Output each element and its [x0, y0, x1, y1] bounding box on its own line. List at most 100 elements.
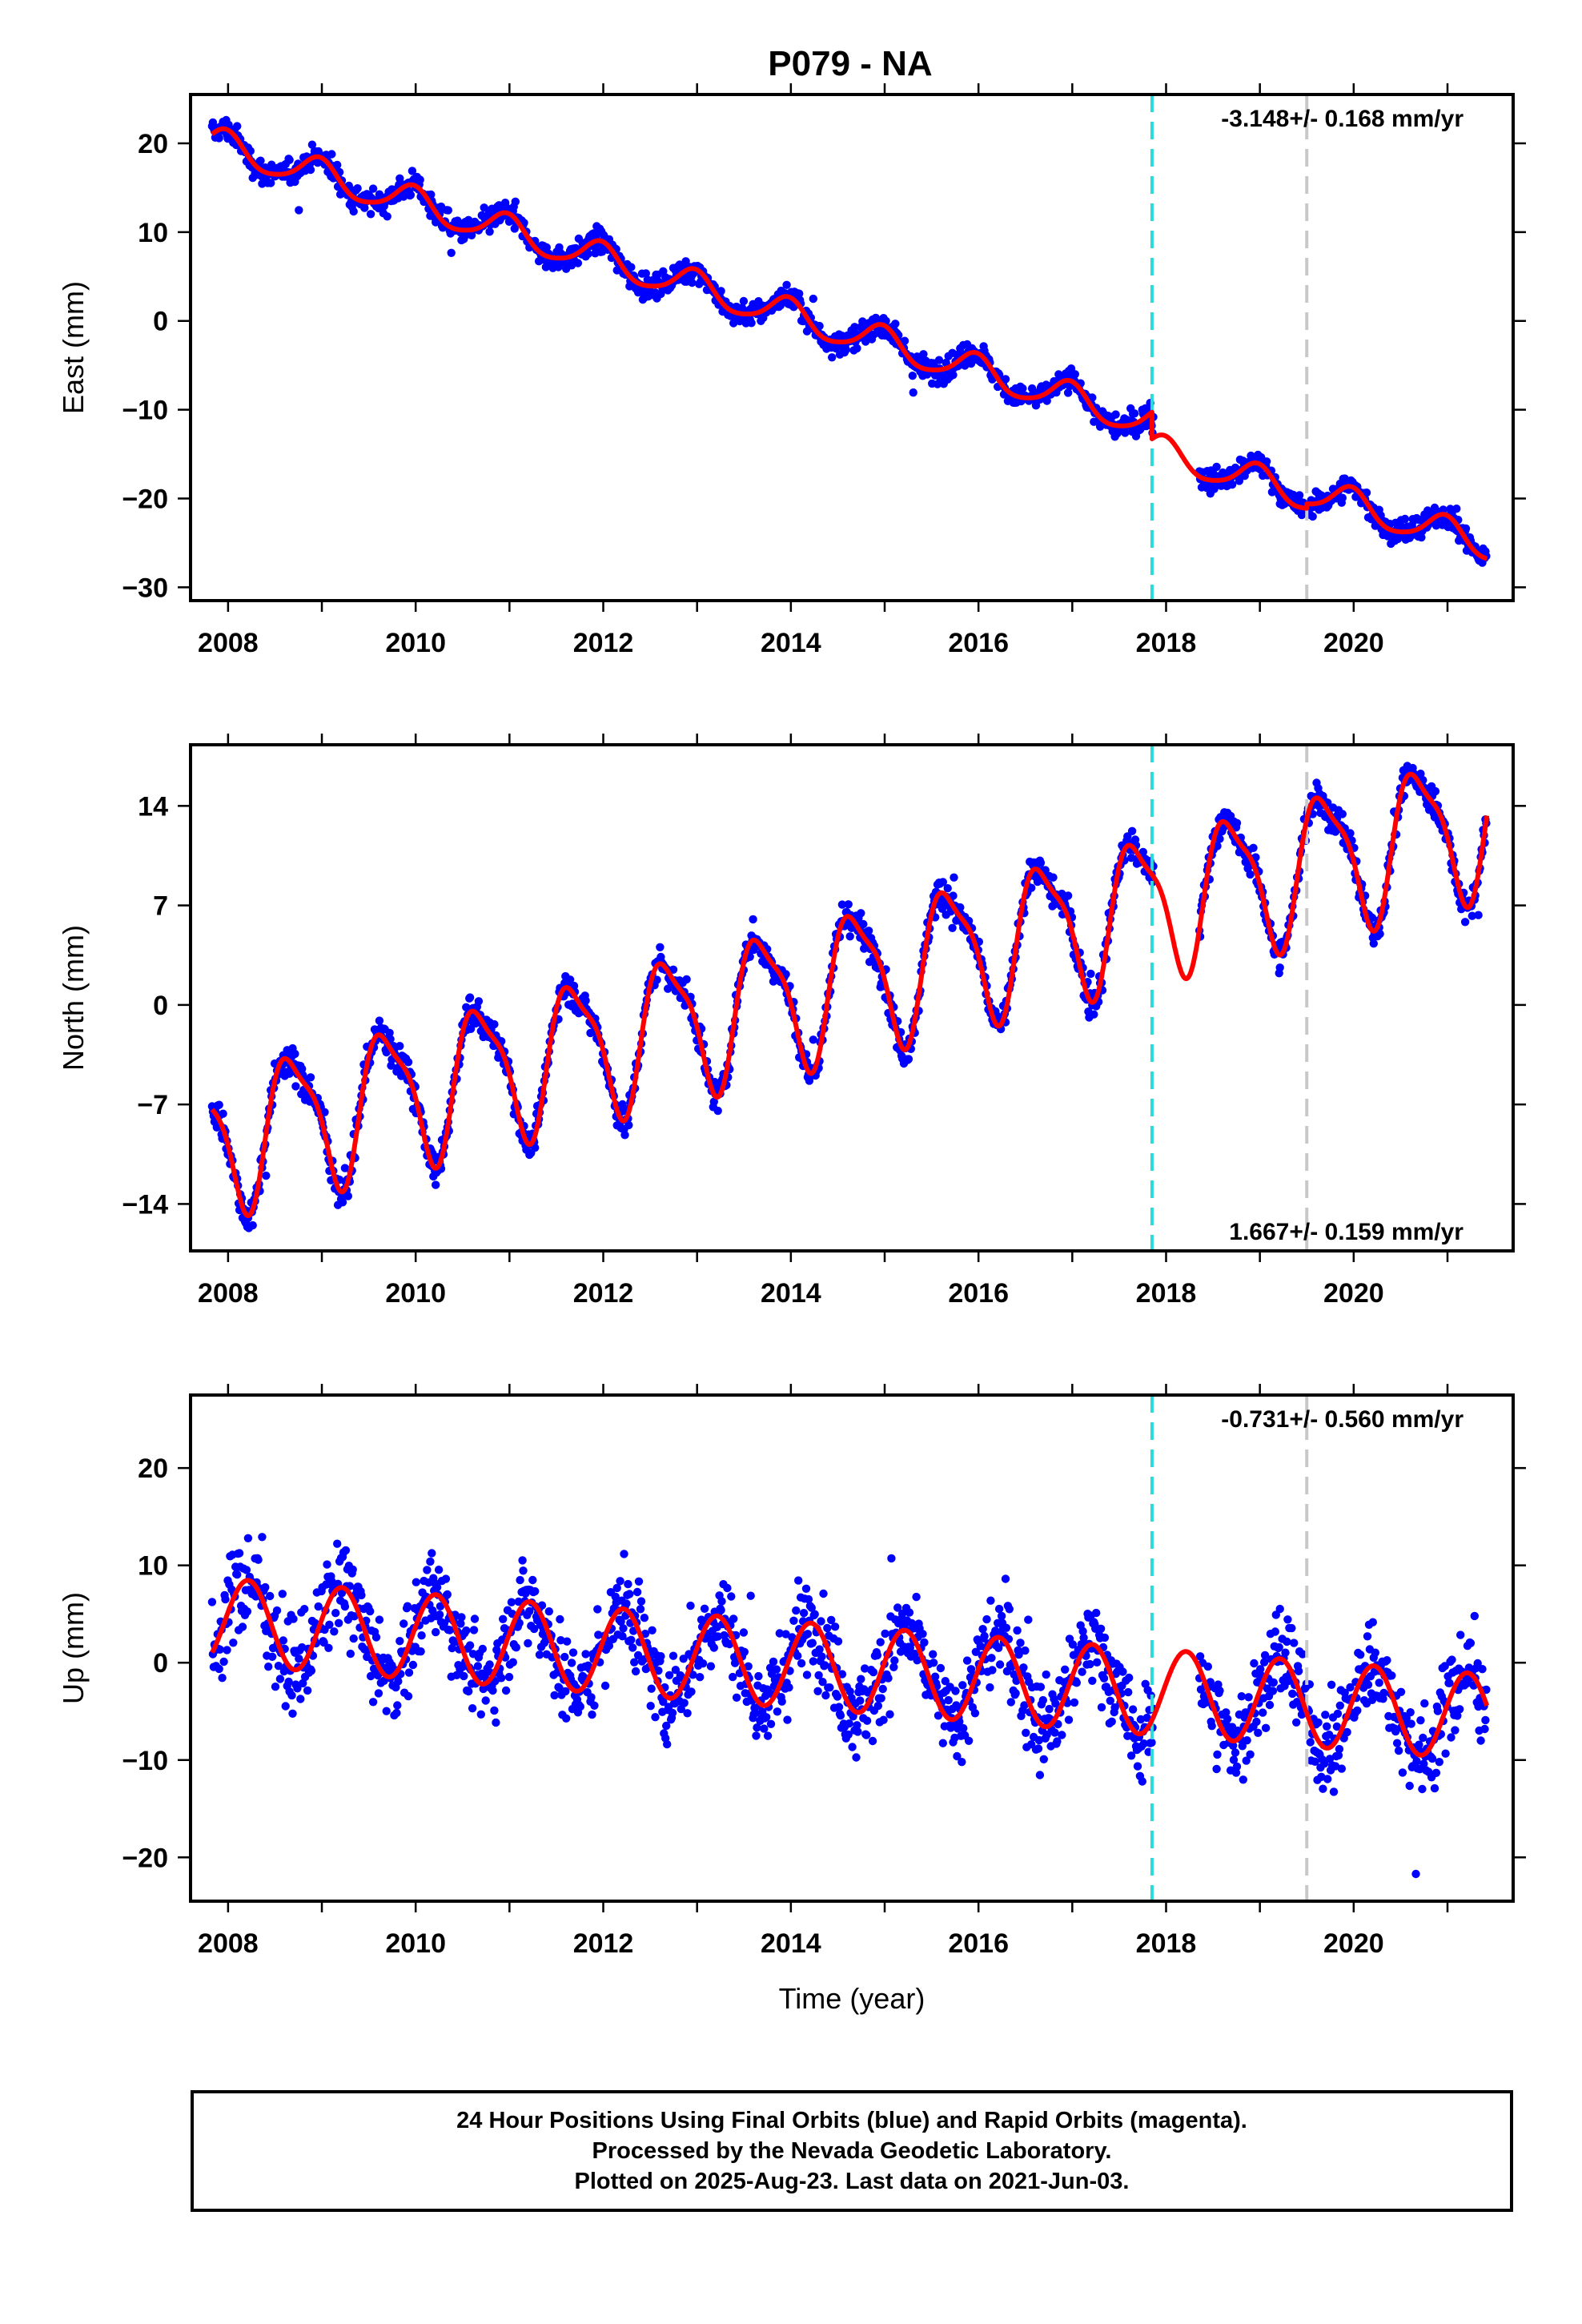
east-data-point — [909, 388, 917, 397]
up-y-tick-label: 0 — [153, 1648, 168, 1679]
east-data-point — [353, 184, 362, 193]
up-data-point — [1323, 1722, 1331, 1731]
up-data-point — [958, 1758, 966, 1767]
up-data-point — [261, 1582, 270, 1592]
north-x-tick-label: 2012 — [573, 1278, 634, 1309]
up-data-point — [264, 1663, 273, 1671]
up-data-point — [1099, 1674, 1109, 1683]
up-data-point — [1252, 1717, 1261, 1727]
up-data-point — [1058, 1731, 1066, 1739]
east-y-tick-label: −20 — [122, 484, 168, 514]
north-y-tick-label: 0 — [153, 991, 168, 1021]
up-data-point — [303, 1686, 312, 1695]
up-x-tick-label: 2008 — [198, 1928, 259, 1959]
north-data-point — [1086, 969, 1095, 979]
up-data-point — [470, 1614, 480, 1623]
up-data-point — [556, 1614, 564, 1624]
up-data-point — [944, 1695, 953, 1705]
east-data-point — [1461, 524, 1471, 533]
up-data-point — [683, 1709, 692, 1718]
north-data-point — [1126, 854, 1136, 862]
north-data-point — [809, 1035, 817, 1044]
up-data-point — [300, 1605, 309, 1614]
up-data-point — [1321, 1711, 1330, 1719]
up-data-point — [698, 1659, 708, 1668]
east-model-curve — [211, 126, 1488, 561]
up-data-point — [1456, 1630, 1465, 1639]
up-data-point — [987, 1654, 996, 1663]
up-data-point — [267, 1652, 277, 1661]
up-data-point — [1265, 1700, 1275, 1710]
up-data-point — [435, 1610, 444, 1619]
up-data-point — [1283, 1615, 1292, 1624]
north-data-point — [859, 919, 868, 929]
north-data-point — [404, 1058, 413, 1067]
up-data-point — [576, 1702, 584, 1711]
up-data-point — [531, 1586, 540, 1596]
east-data-point — [900, 336, 909, 345]
up-data-point — [951, 1687, 960, 1695]
east-data-point — [285, 155, 294, 164]
east-data-point — [1295, 491, 1304, 500]
up-data-point — [1254, 1728, 1263, 1737]
up-data-point — [1335, 1701, 1345, 1710]
up-data-point — [1398, 1768, 1407, 1777]
up-data-point — [727, 1592, 736, 1601]
up-data-point — [669, 1651, 678, 1660]
up-data-point — [1039, 1755, 1049, 1763]
up-data-point — [1024, 1615, 1033, 1624]
east-data-point — [573, 259, 583, 267]
up-data-point — [1379, 1688, 1388, 1698]
up-data-point — [1476, 1736, 1485, 1745]
up-data-point — [1035, 1771, 1045, 1779]
east-data-point — [349, 207, 358, 216]
north-data-point — [291, 1082, 300, 1091]
up-data-point — [754, 1671, 763, 1681]
north-data-point — [1375, 930, 1384, 939]
up-data-point — [278, 1590, 287, 1598]
up-data-point — [1363, 1680, 1373, 1689]
north-data-point — [713, 1106, 722, 1116]
up-y-tick-label: 10 — [138, 1551, 168, 1582]
north-y-tick-label: −7 — [137, 1090, 168, 1120]
north-data-point — [949, 891, 958, 900]
east-data-point — [333, 160, 342, 170]
north-data-point — [466, 1024, 476, 1034]
up-data-point — [773, 1707, 782, 1716]
up-data-point — [825, 1683, 834, 1692]
up-data-point — [717, 1597, 726, 1606]
up-data-point — [568, 1648, 578, 1657]
up-data-point — [634, 1577, 644, 1586]
up-data-point — [663, 1739, 672, 1749]
north-data-point — [462, 1003, 471, 1012]
up-data-point — [223, 1646, 231, 1655]
east-x-tick-label: 2010 — [385, 628, 446, 658]
east-data-point — [444, 206, 452, 215]
up-data-point — [1447, 1655, 1456, 1664]
up-data-point — [441, 1574, 451, 1583]
up-data-point — [936, 1663, 946, 1673]
up-data-point — [393, 1701, 402, 1710]
up-data-point — [1294, 1667, 1303, 1675]
east-data-point — [295, 206, 303, 215]
up-data-point — [1396, 1687, 1406, 1696]
up-x-tick-label: 2014 — [761, 1928, 821, 1959]
up-data-point — [366, 1606, 375, 1616]
east-data-point — [416, 175, 424, 184]
up-data-point — [1387, 1671, 1396, 1680]
north-data-point — [1431, 786, 1440, 796]
up-data-point — [995, 1660, 1005, 1669]
up-data-point — [1237, 1692, 1247, 1701]
up-data-point — [518, 1556, 527, 1565]
up-data-point — [1223, 1715, 1232, 1723]
east-data-point — [815, 321, 824, 331]
up-data-point — [508, 1658, 517, 1667]
north-data-point — [1338, 810, 1347, 818]
up-data-point — [668, 1708, 677, 1718]
up-data-point — [625, 1590, 634, 1598]
east-data-point — [1400, 514, 1410, 524]
up-data-point — [1329, 1787, 1339, 1796]
up-data-point — [417, 1631, 426, 1640]
north-data-point — [749, 915, 757, 924]
north-x-tick-label: 2008 — [198, 1278, 259, 1309]
